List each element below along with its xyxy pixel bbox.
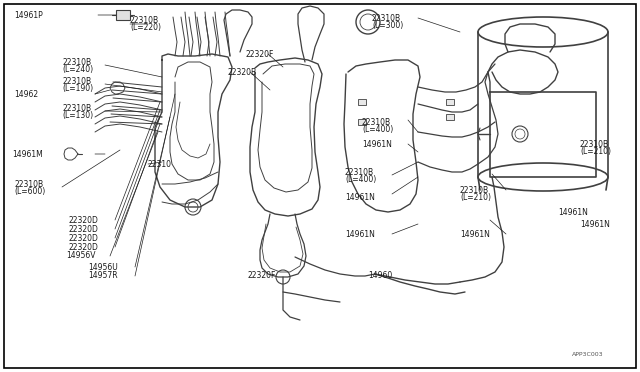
Text: 14956V: 14956V — [66, 251, 95, 260]
Text: 22320D: 22320D — [68, 224, 98, 234]
Text: 14961M: 14961M — [12, 150, 43, 158]
Bar — [446, 99, 454, 105]
Bar — [116, 10, 130, 20]
Text: 14962: 14962 — [14, 90, 38, 99]
Text: (L=240): (L=240) — [62, 64, 93, 74]
Text: (L=190): (L=190) — [62, 83, 93, 93]
Text: 22320B: 22320B — [228, 67, 257, 77]
Text: (L=220): (L=220) — [130, 22, 161, 32]
Text: 22310B: 22310B — [62, 58, 91, 67]
Text: 14961N: 14961N — [345, 192, 375, 202]
Text: 14961N: 14961N — [362, 140, 392, 148]
Text: 22310B: 22310B — [345, 167, 374, 176]
Text: 22310B: 22310B — [62, 77, 91, 86]
Text: 22310B: 22310B — [362, 118, 391, 126]
Text: 14961N: 14961N — [558, 208, 588, 217]
Text: (L=300): (L=300) — [372, 20, 403, 29]
Bar — [358, 99, 366, 105]
Text: (L=210): (L=210) — [460, 192, 491, 202]
Text: 22310B: 22310B — [62, 103, 91, 112]
Text: (L=130): (L=130) — [62, 110, 93, 119]
Text: 22310B: 22310B — [130, 16, 159, 25]
Text: 14961P: 14961P — [14, 10, 43, 19]
Text: 22310B: 22310B — [580, 140, 609, 148]
Text: (L=600): (L=600) — [14, 186, 45, 196]
Bar — [446, 114, 454, 120]
Text: (L=210): (L=210) — [580, 147, 611, 155]
Text: (L=400): (L=400) — [362, 125, 393, 134]
Text: 22310B: 22310B — [14, 180, 43, 189]
Bar — [358, 119, 366, 125]
Text: 22310B: 22310B — [460, 186, 489, 195]
Text: 14961N: 14961N — [345, 230, 375, 238]
Text: 14960: 14960 — [368, 272, 392, 280]
Text: 22320D: 22320D — [68, 243, 98, 251]
Text: 22320F: 22320F — [246, 49, 275, 58]
Text: APP3C003: APP3C003 — [572, 352, 604, 356]
Text: 22310: 22310 — [148, 160, 172, 169]
Text: 14956U: 14956U — [88, 263, 118, 272]
Text: 22310B: 22310B — [372, 13, 401, 22]
Text: 22320D: 22320D — [68, 215, 98, 224]
Text: 14961N: 14961N — [460, 230, 490, 238]
Text: 22320F: 22320F — [248, 272, 276, 280]
Text: (L=400): (L=400) — [345, 174, 376, 183]
Text: 14957R: 14957R — [88, 272, 118, 280]
Text: 14961N: 14961N — [580, 219, 610, 228]
Text: 22320D: 22320D — [68, 234, 98, 243]
